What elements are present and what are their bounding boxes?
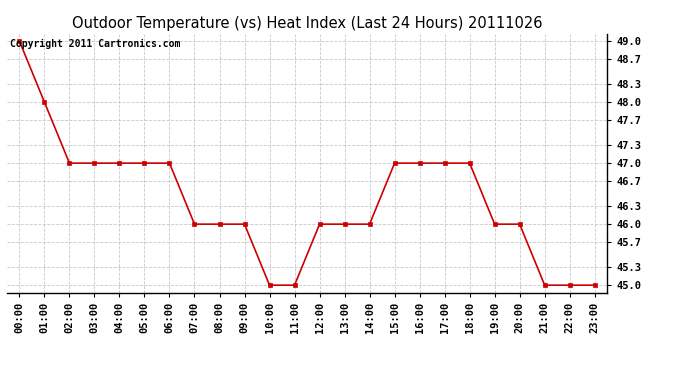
Title: Outdoor Temperature (vs) Heat Index (Last 24 Hours) 20111026: Outdoor Temperature (vs) Heat Index (Las… — [72, 16, 542, 31]
Text: Copyright 2011 Cartronics.com: Copyright 2011 Cartronics.com — [10, 39, 180, 49]
